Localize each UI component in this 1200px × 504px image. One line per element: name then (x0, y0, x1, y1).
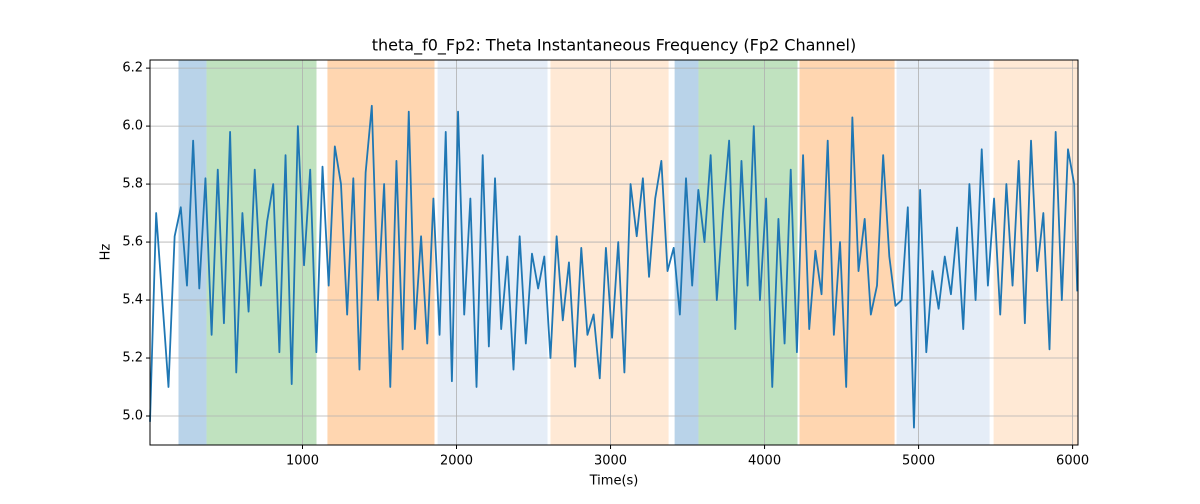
chart-title: theta_f0_Fp2: Theta Instantaneous Freque… (372, 36, 856, 56)
x-tick-label: 4000 (748, 454, 781, 469)
x-axis-label: Time(s) (589, 474, 639, 489)
shaded-span (206, 60, 317, 445)
shaded-span (178, 60, 207, 445)
y-tick-label: 6.2 (122, 61, 143, 76)
y-tick-label: 5.4 (122, 293, 143, 308)
y-tick-label: 5.0 (122, 409, 143, 424)
x-tick-label: 6000 (1056, 454, 1089, 469)
y-tick-label: 5.6 (122, 235, 143, 250)
data-line (149, 104, 1079, 429)
x-tick-label: 1000 (286, 454, 319, 469)
x-tick-label: 5000 (902, 454, 935, 469)
plot-frame (149, 59, 1079, 446)
x-tick-label: 2000 (440, 454, 473, 469)
y-tick-label: 5.2 (122, 351, 143, 366)
x-tick-label: 3000 (594, 454, 627, 469)
y-axis-label: Hz (99, 244, 114, 261)
lines (149, 104, 1079, 429)
shaded-span (674, 60, 699, 445)
labels: 1000 2000 3000 4000 5000 6000 5.0 5.2 5.4 5.6 5.8 6… (122, 61, 1089, 469)
y-tick-label: 5.8 (122, 177, 143, 192)
shaded-span (550, 60, 669, 445)
shaded-span (896, 60, 990, 445)
y-tick-label: 6.0 (122, 119, 143, 134)
